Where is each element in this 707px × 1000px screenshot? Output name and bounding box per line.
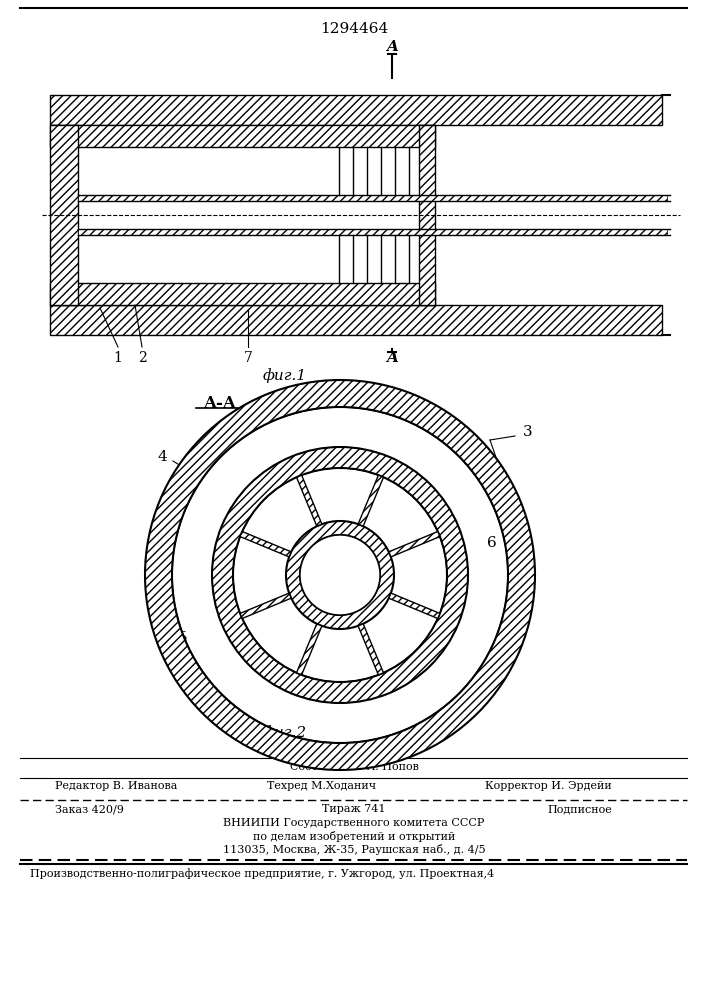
Circle shape [233,468,447,682]
Text: Редактор В. Иванова: Редактор В. Иванова [55,781,177,791]
Text: 5: 5 [178,631,188,645]
Polygon shape [240,532,291,557]
Polygon shape [50,125,435,147]
Text: 6: 6 [487,536,497,550]
Polygon shape [389,532,440,557]
Text: фиг.1: фиг.1 [263,368,307,383]
Polygon shape [419,125,435,305]
Text: Производственно-полиграфическое предприятие, г. Ужгород, ул. Проектная,4: Производственно-полиграфическое предприя… [30,868,494,879]
Text: Составитель А. Попов: Составитель А. Попов [290,762,419,772]
Text: по делам изобретений и открытий: по делам изобретений и открытий [253,831,455,842]
Polygon shape [78,229,667,235]
Polygon shape [296,624,322,675]
Text: 113035, Москва, Ж-35, Раушская наб., д. 4/5: 113035, Москва, Ж-35, Раушская наб., д. … [223,844,485,855]
Text: 3: 3 [523,425,533,439]
Polygon shape [358,624,383,675]
Text: 1294464: 1294464 [320,22,388,36]
Circle shape [300,535,380,615]
Polygon shape [50,283,435,305]
Text: 1: 1 [114,351,122,365]
Polygon shape [50,305,662,335]
Text: ВНИИПИ Государственного комитета СССР: ВНИИПИ Государственного комитета СССР [223,818,485,828]
Text: 7: 7 [244,351,252,365]
Circle shape [172,407,508,743]
Text: фиг.2: фиг.2 [263,725,307,740]
Text: 4: 4 [157,450,167,464]
Polygon shape [389,593,440,618]
Text: 2: 2 [138,351,146,365]
Text: Подписное: Подписное [548,804,612,814]
Polygon shape [358,475,383,526]
Polygon shape [78,195,667,201]
Text: Тираж 741: Тираж 741 [322,804,386,814]
Text: A: A [386,351,398,365]
Text: A-A: A-A [204,395,236,412]
Text: Корректор И. Эрдейи: Корректор И. Эрдейи [484,781,612,791]
Text: Заказ 420/9: Заказ 420/9 [55,804,124,814]
Polygon shape [240,593,291,618]
Polygon shape [50,95,662,125]
Polygon shape [50,125,78,305]
Text: A: A [386,40,398,54]
Text: Техред М.Ходанич: Техред М.Ходанич [267,781,377,791]
Polygon shape [296,475,322,526]
